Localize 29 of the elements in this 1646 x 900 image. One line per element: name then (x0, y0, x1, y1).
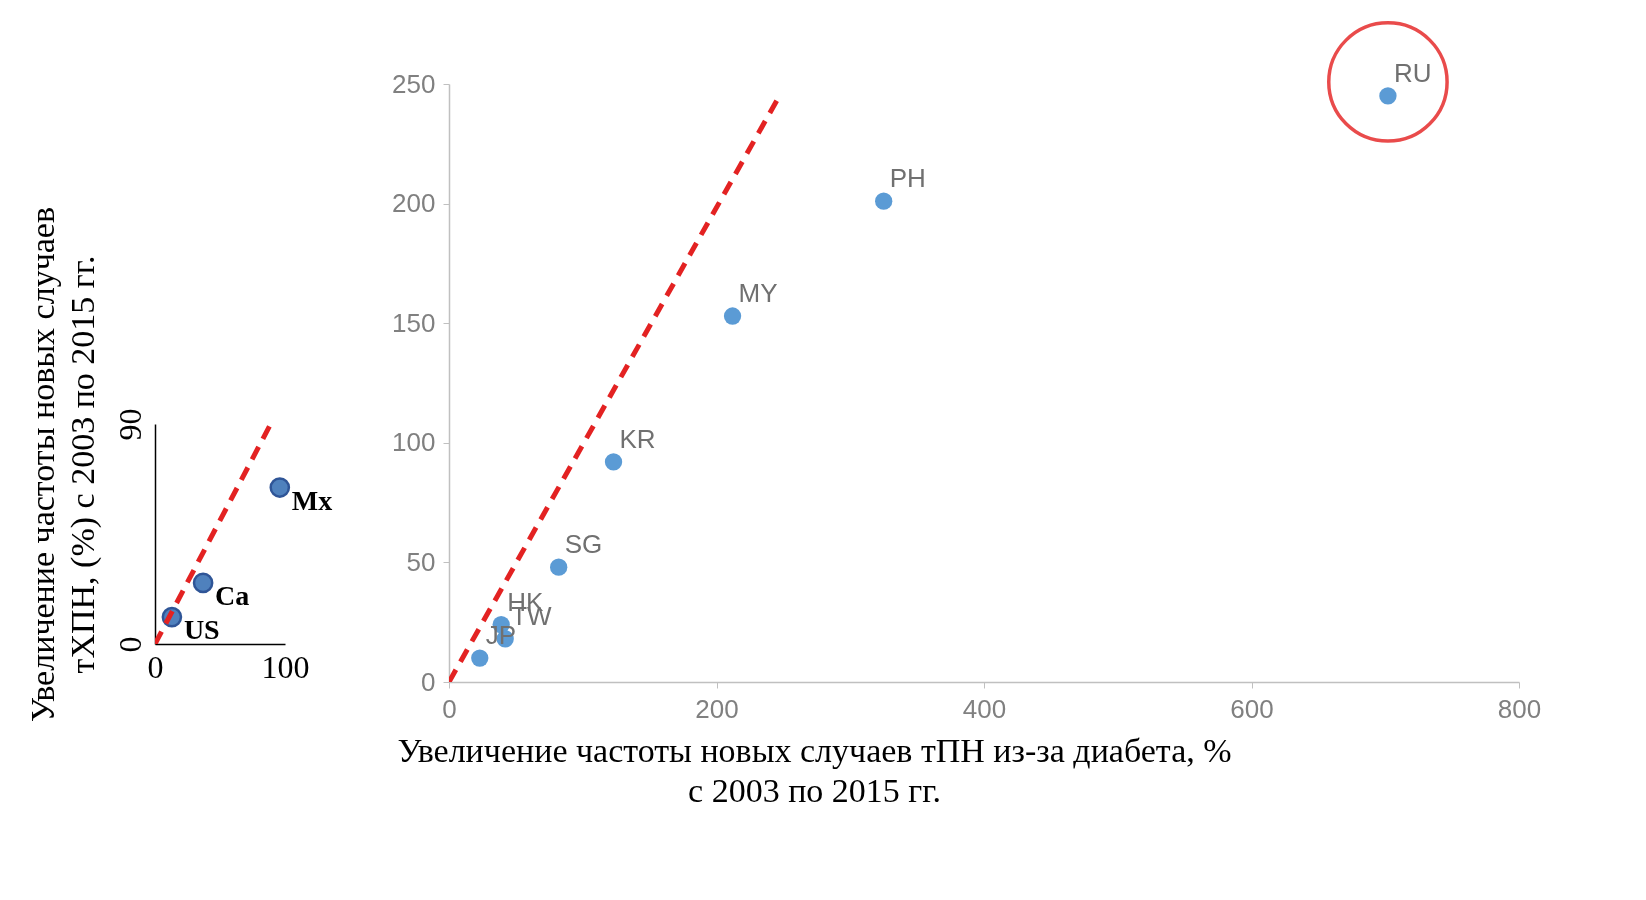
annotation: KR (619, 423, 656, 454)
point (875, 192, 893, 210)
x-tick-label: 200 (695, 693, 739, 724)
annotation: US (183, 614, 220, 646)
y-tick-label: 50 (406, 546, 436, 577)
y-tick-label: 150 (392, 307, 436, 338)
point (471, 649, 489, 667)
annotation: Mx (291, 484, 333, 516)
annotation: Ca (215, 579, 250, 611)
y-tick-label: 200 (392, 188, 436, 219)
x-tick-label: 400 (962, 693, 1007, 724)
y-axis-title: Увеличение частоты новых случаев тХПН, (%) с 2003 по 2015 гг. (23, 207, 102, 722)
annotation: MY (738, 278, 778, 309)
x-tick-label: 600 (1230, 693, 1274, 724)
y-tick-label: 90 (111, 408, 148, 441)
y-tick-label: 100 (392, 427, 436, 458)
x-tick-label: 800 (1497, 693, 1542, 724)
annotation: SG (564, 529, 603, 560)
y-tick-label: 250 (392, 68, 436, 99)
point (604, 453, 623, 471)
point (723, 307, 742, 325)
point (269, 477, 291, 498)
annotation: PH (889, 163, 926, 194)
annotation: RU (1393, 57, 1432, 88)
point (550, 558, 568, 576)
point (192, 572, 214, 594)
x-axis-title: Увеличение частоты новых случаев тПН из-за диабета, % с 2003 по 2015 гг. (397, 731, 1232, 809)
x-tick-label: 0 (442, 693, 457, 724)
point (1379, 87, 1397, 105)
